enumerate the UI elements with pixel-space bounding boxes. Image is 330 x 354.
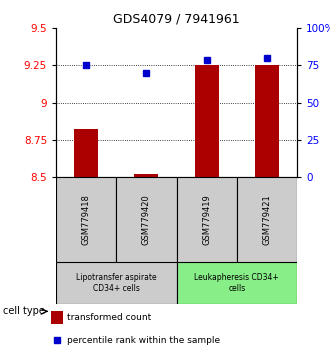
Text: transformed count: transformed count (67, 313, 151, 322)
Text: cell type: cell type (3, 306, 45, 316)
Bar (51, 311, 63, 324)
Bar (134, 174, 158, 177)
Bar (74, 130, 98, 177)
Bar (177, 262, 297, 304)
Bar (237, 177, 297, 262)
Text: Lipotransfer aspirate
CD34+ cells: Lipotransfer aspirate CD34+ cells (76, 274, 157, 293)
Text: percentile rank within the sample: percentile rank within the sample (67, 336, 220, 345)
Title: GDS4079 / 7941961: GDS4079 / 7941961 (113, 13, 240, 26)
Bar (177, 177, 237, 262)
Bar (255, 65, 279, 177)
Bar (116, 177, 177, 262)
Bar (195, 65, 219, 177)
Bar (56, 177, 116, 262)
Text: GSM779418: GSM779418 (82, 194, 91, 245)
Text: GSM779420: GSM779420 (142, 194, 151, 245)
Text: GSM779421: GSM779421 (262, 194, 271, 245)
Bar (56, 262, 177, 304)
Text: Leukapheresis CD34+
cells: Leukapheresis CD34+ cells (194, 274, 279, 293)
Text: GSM779419: GSM779419 (202, 194, 211, 245)
